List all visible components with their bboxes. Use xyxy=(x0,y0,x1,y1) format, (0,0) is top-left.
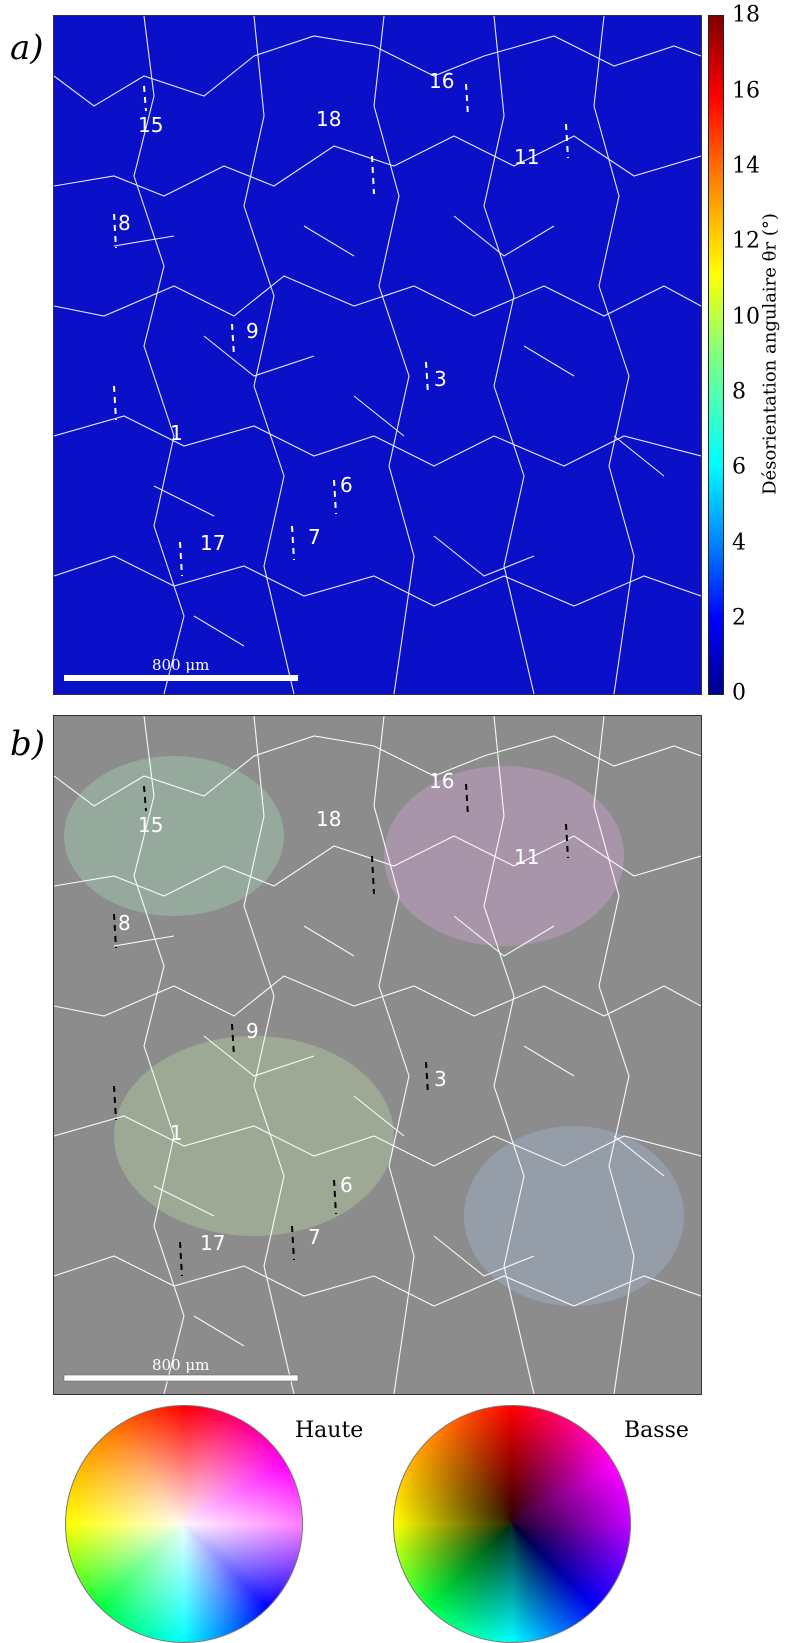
grain-label: 15 xyxy=(138,813,163,837)
grain-boundaries xyxy=(54,716,701,1394)
grain-label: 1 xyxy=(170,421,183,445)
scale-bar-label: 800 μm xyxy=(152,656,209,674)
grain-label: 9 xyxy=(246,1019,259,1043)
grain-markers xyxy=(113,783,569,1277)
colorbar-tick: 6 xyxy=(732,454,746,480)
grain-boundaries xyxy=(54,16,701,694)
grain-label: 16 xyxy=(429,769,454,793)
panel-b-letter: b) xyxy=(10,724,46,764)
orientation-tint xyxy=(64,756,684,1306)
legend-low-label: Basse xyxy=(624,1418,689,1443)
grain-label: 3 xyxy=(434,367,447,391)
misorientation-map: 15 18 16 11 8 9 3 1 6 17 7 800 μm xyxy=(53,15,702,695)
orientation-map: 15 18 16 11 8 9 3 1 6 17 7 800 μm xyxy=(53,715,702,1395)
colorbar-tick: 2 xyxy=(732,605,746,631)
colorbar-tick: 8 xyxy=(732,379,746,405)
grain-label: 18 xyxy=(316,807,341,831)
misorientation-map-svg: 15 18 16 11 8 9 3 1 6 17 7 800 μm xyxy=(54,16,701,694)
grain-markers xyxy=(113,83,569,577)
grain-label: 3 xyxy=(434,1067,447,1091)
colorbar-tick: 18 xyxy=(732,2,760,28)
grain-label: 8 xyxy=(118,911,131,935)
legend-high-label: Haute xyxy=(295,1418,364,1443)
scale-bar xyxy=(63,1374,299,1382)
scale-bar xyxy=(64,675,298,681)
panel-a-letter: a) xyxy=(10,28,44,68)
colorbar-tick: 4 xyxy=(732,530,746,556)
colorbar-tick: 10 xyxy=(732,304,760,330)
grain-label: 7 xyxy=(308,1225,321,1249)
orientation-map-svg: 15 18 16 11 8 9 3 1 6 17 7 800 μm xyxy=(54,716,701,1394)
colorbar-tick: 0 xyxy=(732,680,746,706)
grain-label: 6 xyxy=(340,473,353,497)
grain-label: 11 xyxy=(514,845,539,869)
color-legend-low xyxy=(393,1405,631,1643)
grain-label: 1 xyxy=(170,1121,183,1145)
color-legend-high xyxy=(65,1405,303,1643)
grain-label: 17 xyxy=(200,531,225,555)
grain-label: 17 xyxy=(200,1231,225,1255)
grain-label: 18 xyxy=(316,107,341,131)
colorbar-tick: 12 xyxy=(732,228,760,254)
grain-label: 16 xyxy=(429,69,454,93)
colorbar-title: Désorientation angulaire θr (°) xyxy=(759,213,781,495)
colorbar-tick: 14 xyxy=(732,153,760,179)
grain-label: 9 xyxy=(246,319,259,343)
colorbar xyxy=(708,15,724,695)
grain-label: 7 xyxy=(308,525,321,549)
colorbar-tick: 16 xyxy=(732,78,760,104)
grain-label: 11 xyxy=(514,145,539,169)
scale-bar-label: 800 μm xyxy=(152,1356,209,1374)
grain-label: 6 xyxy=(340,1173,353,1197)
grain-label: 15 xyxy=(138,113,163,137)
grain-label: 8 xyxy=(118,211,131,235)
